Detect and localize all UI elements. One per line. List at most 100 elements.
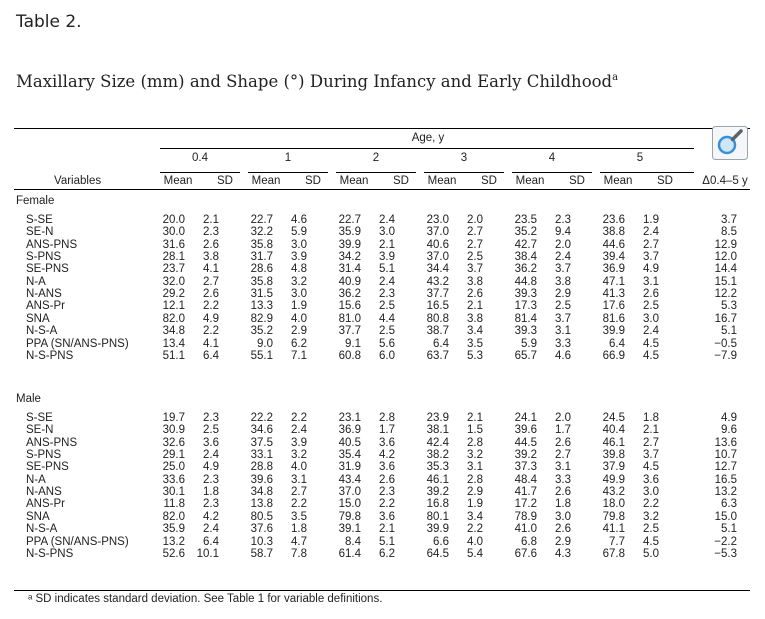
table-cell: 3.9	[291, 436, 307, 449]
table-cell: 36.2	[514, 263, 537, 276]
table-cell: 60.8	[338, 349, 361, 362]
table-cell: 81.0	[338, 312, 361, 325]
row-variable: ANS-Pr	[26, 300, 65, 313]
table-cell: 11.8	[163, 498, 185, 511]
caption-text: Maxillary Size (mm) and Shape (°) During…	[16, 72, 613, 91]
sd-header: SD	[217, 175, 233, 187]
table-cell: 6.4	[609, 337, 625, 350]
table-cell: 2.7	[467, 238, 483, 251]
table-cell: 3.0	[379, 226, 395, 239]
age-group-rule	[600, 172, 694, 173]
table-cell: 12.1	[162, 300, 185, 313]
table-cell: 3.3	[555, 337, 571, 350]
age-group-label: 0.4	[192, 152, 208, 164]
table-cell: 5.1	[721, 325, 737, 338]
table-cell: 37.7	[338, 325, 361, 338]
table-cell: 39.1	[338, 523, 361, 536]
sd-header: SD	[305, 175, 321, 187]
table-cell: 2.8	[467, 436, 483, 449]
table-cell: 24.5	[602, 412, 625, 424]
table-cell: 3.1	[467, 461, 483, 474]
row-variable: N-A	[26, 473, 46, 486]
zoom-table-button[interactable]	[712, 126, 748, 160]
table-cell: 15.1	[714, 275, 737, 288]
table-cell: 35.8	[250, 238, 273, 251]
table-cell: 9.4	[555, 226, 571, 239]
table-cell: 6.8	[521, 535, 537, 548]
table-number: Table 2.	[16, 12, 82, 32]
table-cell: 1.5	[467, 424, 483, 437]
table-cell: 1.8	[291, 523, 307, 536]
table-cell: 3.2	[291, 275, 307, 288]
table-cell: 24.1	[514, 412, 537, 424]
table-cell: 2.4	[203, 523, 219, 536]
table-cell: 31.6	[162, 238, 185, 251]
table-cell: 23.1	[338, 412, 361, 424]
sd-header: SD	[393, 175, 409, 187]
table-cell: 1.8	[643, 412, 659, 424]
table-cell: 2.7	[643, 436, 659, 449]
table-cell: 23.5	[514, 214, 537, 226]
table-cell: 4.5	[643, 535, 659, 548]
table-cell: 2.6	[379, 473, 395, 486]
table-cell: 5.0	[643, 547, 659, 560]
table-cell: 48.4	[514, 473, 537, 486]
table-cell: 6.6	[433, 535, 449, 548]
age-group-label: 2	[372, 152, 380, 164]
table-cell: 2.7	[643, 238, 659, 251]
table-cell: 17.2	[514, 498, 537, 511]
age-group-label: 3	[460, 152, 468, 164]
table-bottom-rule	[14, 590, 750, 591]
table-cell: 5.9	[291, 226, 307, 239]
age-group-rule	[424, 172, 504, 173]
table-cell: 79.8	[338, 510, 361, 523]
row-variable: N-ANS	[26, 486, 62, 499]
table-cell: 2.7	[291, 486, 307, 499]
table-cell: 4.6	[291, 214, 307, 226]
table-cell: 2.3	[555, 214, 571, 226]
table-cell: 3.0	[291, 238, 307, 251]
table-cell: 2.4	[379, 275, 395, 288]
table-cell: 3.4	[467, 510, 483, 523]
table-cell: 22.7	[338, 214, 361, 226]
row-variable: N-S-PNS	[26, 547, 74, 560]
row-variable: N-S-A	[26, 325, 58, 338]
table-cell: 61.4	[338, 547, 361, 560]
table-cell: 36.9	[338, 424, 361, 437]
table-cell: 35.2	[514, 226, 537, 239]
table-cell: 55.1	[250, 349, 273, 362]
row-variable: N-S-PNS	[26, 349, 74, 362]
table-cell: 2.9	[291, 325, 307, 338]
table-cell: 3.8	[467, 275, 483, 288]
table-cell: 80.8	[426, 312, 449, 325]
mean-header: Mean	[427, 175, 457, 187]
table-cell: 44.8	[514, 275, 537, 288]
row-variable: SE-N	[26, 424, 54, 437]
table-cell: 3.3	[555, 473, 571, 486]
table-cell: 2.2	[467, 523, 483, 536]
table-cell: 2.4	[643, 226, 659, 239]
table-cell: 6.0	[379, 349, 395, 362]
table-cell: 3.1	[643, 275, 659, 288]
table-cell: 46.1	[426, 473, 449, 486]
data-table: Age, y Variables Δ0.4–5 y 0.4 Mean SD 1 Mean…	[14, 126, 750, 608]
table-cell: 17.6	[602, 300, 625, 313]
table-cell: 3.1	[555, 461, 571, 474]
table-cell: 37.3	[514, 461, 537, 474]
age-group-rule	[512, 172, 592, 173]
table-cell: 31.4	[338, 263, 361, 276]
row-variable: ANS-Pr	[26, 498, 65, 511]
table-cell: 2.6	[643, 288, 659, 301]
table-cell: 35.9	[162, 523, 185, 536]
table-cell: 39.4	[602, 251, 625, 264]
sd-header: SD	[657, 175, 673, 187]
table-cell: 5.4	[467, 547, 483, 560]
age-group-label: 5	[636, 152, 644, 164]
table-cell: 3.6	[379, 461, 395, 474]
table-cell: 2.9	[555, 535, 571, 548]
table-cell: 31.9	[338, 461, 361, 474]
table-cell: 2.5	[643, 523, 659, 536]
table-cell: 3.0	[643, 312, 659, 325]
table-cell: 34.8	[250, 486, 273, 499]
table-cell: −7.9	[714, 349, 737, 362]
